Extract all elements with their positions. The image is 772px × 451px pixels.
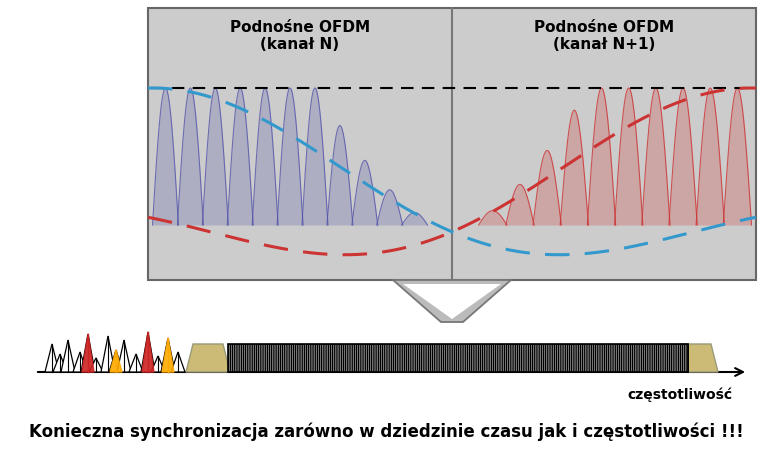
Polygon shape bbox=[162, 338, 174, 372]
Polygon shape bbox=[89, 358, 103, 372]
Polygon shape bbox=[82, 334, 94, 372]
Polygon shape bbox=[101, 336, 115, 372]
Polygon shape bbox=[73, 352, 87, 372]
Polygon shape bbox=[81, 334, 95, 372]
Text: częstotliwość: częstotliwość bbox=[628, 387, 733, 401]
Polygon shape bbox=[403, 284, 501, 319]
Polygon shape bbox=[141, 332, 155, 372]
Bar bbox=[228, 344, 688, 372]
Polygon shape bbox=[129, 354, 143, 372]
Polygon shape bbox=[151, 356, 165, 372]
Polygon shape bbox=[117, 340, 131, 372]
Polygon shape bbox=[674, 344, 718, 372]
Polygon shape bbox=[45, 344, 59, 372]
Text: Podnośne OFDM
(kanał N): Podnośne OFDM (kanał N) bbox=[230, 20, 370, 52]
Polygon shape bbox=[142, 332, 154, 372]
Polygon shape bbox=[161, 338, 175, 372]
Text: Podnośne OFDM
(kanał N+1): Podnośne OFDM (kanał N+1) bbox=[534, 20, 674, 52]
Polygon shape bbox=[110, 350, 122, 372]
Polygon shape bbox=[186, 344, 230, 372]
Polygon shape bbox=[171, 352, 185, 372]
Polygon shape bbox=[61, 340, 75, 372]
Polygon shape bbox=[53, 354, 67, 372]
Polygon shape bbox=[393, 280, 511, 322]
Bar bbox=[148, 8, 756, 280]
Bar bbox=[228, 344, 688, 372]
Polygon shape bbox=[109, 350, 123, 372]
Text: Konieczna synchronizacja zarówno w dziedzinie czasu jak i częstotliwości !!!: Konieczna synchronizacja zarówno w dzied… bbox=[29, 423, 743, 441]
